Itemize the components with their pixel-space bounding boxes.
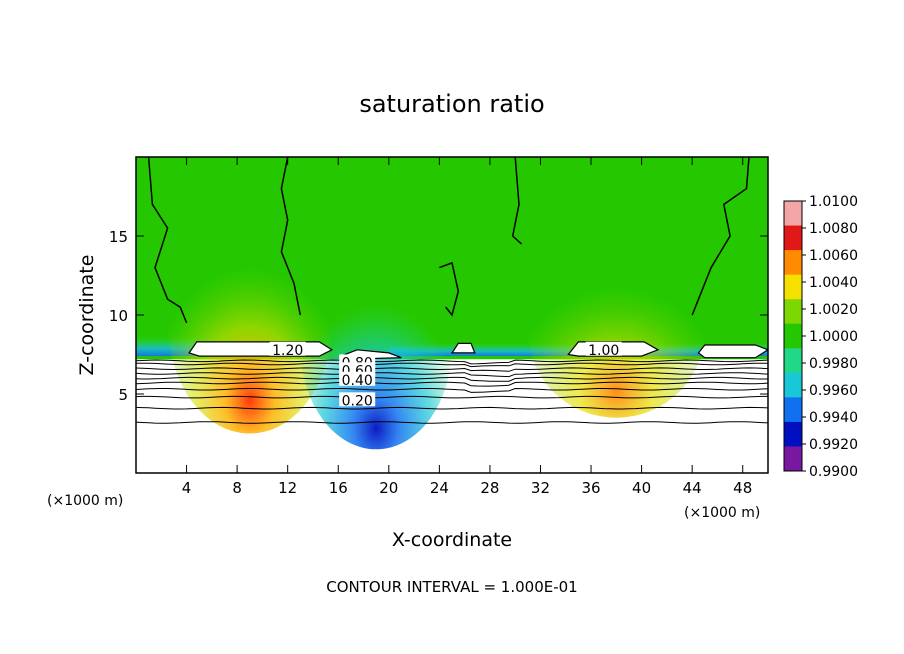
- x-tick-label: 8: [232, 479, 242, 497]
- x-axis-label: X-coordinate: [392, 529, 512, 551]
- x-tick-label: 36: [581, 479, 600, 497]
- contour-line: [136, 376, 768, 382]
- colorbar-label: 1.0100: [809, 194, 858, 210]
- y-tick-label: 15: [109, 228, 128, 246]
- chart-title: saturation ratio: [359, 90, 544, 118]
- colorbar-label: 1.0040: [809, 275, 858, 291]
- contour-label: 1.00: [588, 343, 619, 359]
- x-tick-label: 32: [531, 479, 550, 497]
- contour-line: [136, 362, 768, 368]
- colorbar-label: 0.9940: [809, 410, 858, 426]
- x-tick-label: 40: [632, 479, 651, 497]
- cloud-outline: [450, 342, 476, 354]
- cool-plume: [300, 243, 452, 450]
- colorbar-swatch: [784, 421, 802, 447]
- colorbar-swatch: [784, 225, 802, 251]
- x-unit-left: (×1000 m): [47, 493, 123, 509]
- x-tick-label: 28: [480, 479, 499, 497]
- colorbar-swatch: [784, 348, 802, 374]
- contour-interval-note: CONTOUR INTERVAL = 1.000E-01: [326, 578, 577, 596]
- contour-line: [439, 261, 460, 317]
- contour-line: [136, 406, 768, 410]
- contour-label-bg: [269, 341, 306, 356]
- colorbar-label: 1.0060: [809, 248, 858, 264]
- x-tick-label: 16: [329, 479, 348, 497]
- plot-area: [135, 156, 769, 474]
- contour-line: [511, 157, 523, 245]
- contour-line: [136, 372, 768, 378]
- colorbar-swatch: [784, 372, 802, 398]
- x-tick-label: 44: [683, 479, 702, 497]
- colorbar-swatch: [784, 250, 802, 276]
- contour-line: [136, 395, 768, 399]
- contour-line: [136, 421, 768, 424]
- contour-line: [147, 157, 188, 324]
- colorbar-label: 1.0000: [809, 329, 858, 345]
- contour-label: 1.20: [272, 343, 303, 359]
- contour-label-bg: [339, 371, 376, 386]
- colorbar-swatch: [784, 446, 802, 472]
- x-ticks: 4 8 12 16 20 24 28 32 36 40 44 48: [182, 157, 752, 497]
- contour-line: [280, 157, 302, 316]
- x-tick-label: 24: [430, 479, 449, 497]
- y-tick-label: 10: [109, 307, 128, 325]
- colorbar-swatch: [784, 299, 802, 325]
- y-tick-label: 5: [118, 386, 128, 404]
- warm-plume-right: [527, 243, 705, 418]
- colorbar-swatch: [784, 274, 802, 300]
- contour-line: [136, 359, 768, 365]
- x-tick-label: 12: [278, 479, 297, 497]
- contour-line: [136, 387, 768, 393]
- colorbar-label: 0.9980: [809, 356, 858, 372]
- contour-label: 0.20: [342, 393, 373, 409]
- contour-line: [136, 367, 768, 372]
- y-ticks: 5 10 15: [109, 228, 768, 404]
- colorbar-swatch: [784, 397, 802, 423]
- colorbar-label: 1.0080: [809, 221, 858, 237]
- colorbar: 1.0100 1.0080 1.0060 1.0040 1.0020 1.0000 0.99…: [783, 194, 858, 480]
- contour-label-bg: [339, 392, 376, 407]
- contour-label-bg: [585, 341, 622, 356]
- x-tick-label: 20: [379, 479, 398, 497]
- contour-line: [136, 381, 768, 387]
- colorbar-swatch: [784, 323, 802, 349]
- x-tick-label: 48: [733, 479, 752, 497]
- x-unit-right: (×1000 m): [684, 505, 760, 521]
- contour-label: 0.40: [342, 373, 373, 389]
- colorbar-swatch: [784, 201, 802, 227]
- colorbar-label: 0.9900: [809, 464, 858, 480]
- colorbar-label: 0.9960: [809, 383, 858, 399]
- colorbar-label: 1.0020: [809, 302, 858, 318]
- contour-line: [691, 157, 750, 316]
- contour-labels: 1.200.800.600.400.201.00: [269, 341, 622, 409]
- colorbar-label: 0.9920: [809, 437, 858, 453]
- x-tick-label: 4: [182, 479, 192, 497]
- cloud-outline: [697, 344, 768, 359]
- y-axis-label: Z-coordinate: [76, 255, 98, 376]
- cloud-outline: [188, 341, 334, 357]
